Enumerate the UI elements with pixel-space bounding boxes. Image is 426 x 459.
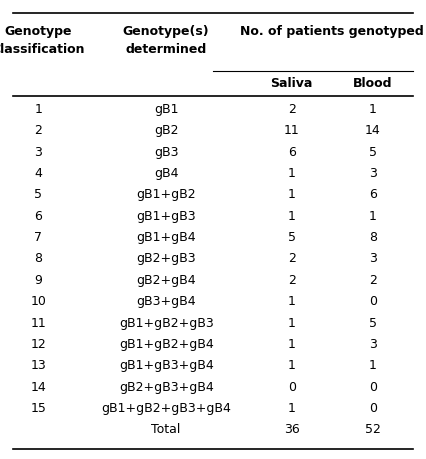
Text: 1: 1: [288, 402, 296, 415]
Text: 2: 2: [288, 252, 296, 265]
Text: determined: determined: [126, 43, 207, 56]
Text: gB2: gB2: [154, 124, 178, 137]
Text: 9: 9: [35, 274, 42, 287]
Text: 6: 6: [35, 210, 42, 223]
Text: 2: 2: [369, 274, 377, 287]
Text: gB2+gB4: gB2+gB4: [136, 274, 196, 287]
Text: gB1+gB2+gB3+gB4: gB1+gB2+gB3+gB4: [101, 402, 231, 415]
Text: 8: 8: [35, 252, 42, 265]
Text: gB4: gB4: [154, 167, 178, 180]
Text: 10: 10: [30, 295, 46, 308]
Text: 11: 11: [31, 317, 46, 330]
Text: 4: 4: [35, 167, 42, 180]
Text: 6: 6: [288, 146, 296, 159]
Text: gB1+gB3+gB4: gB1+gB3+gB4: [119, 359, 213, 372]
Text: gB1+gB2+gB4: gB1+gB2+gB4: [119, 338, 213, 351]
Text: Genotype: Genotype: [5, 25, 72, 38]
Text: gB2+gB3: gB2+gB3: [136, 252, 196, 265]
Text: gB1+gB3: gB1+gB3: [136, 210, 196, 223]
Text: Blood: Blood: [353, 78, 392, 90]
Text: 1: 1: [288, 359, 296, 372]
Text: 13: 13: [31, 359, 46, 372]
Text: 2: 2: [35, 124, 42, 137]
Text: 5: 5: [288, 231, 296, 244]
Text: 0: 0: [369, 402, 377, 415]
Text: 1: 1: [288, 188, 296, 202]
Text: gB1: gB1: [154, 103, 178, 116]
Text: gB1+gB2+gB3: gB1+gB2+gB3: [119, 317, 213, 330]
Text: gB3: gB3: [154, 146, 178, 159]
Text: 1: 1: [288, 317, 296, 330]
Text: 7: 7: [35, 231, 42, 244]
Text: 5: 5: [369, 317, 377, 330]
Text: 3: 3: [35, 146, 42, 159]
Text: 1: 1: [369, 359, 377, 372]
Text: 3: 3: [369, 338, 377, 351]
Text: 1: 1: [369, 103, 377, 116]
Text: 1: 1: [288, 167, 296, 180]
Text: gB1+gB2: gB1+gB2: [136, 188, 196, 202]
Text: Total: Total: [152, 424, 181, 437]
Text: 1: 1: [288, 295, 296, 308]
Text: 14: 14: [31, 381, 46, 394]
Text: 2: 2: [288, 274, 296, 287]
Text: 15: 15: [30, 402, 46, 415]
Text: No. of patients genotyped: No. of patients genotyped: [240, 25, 424, 38]
Text: 1: 1: [35, 103, 42, 116]
Text: 2: 2: [288, 103, 296, 116]
Text: 1: 1: [288, 338, 296, 351]
Text: 52: 52: [365, 424, 381, 437]
Text: 3: 3: [369, 167, 377, 180]
Text: 11: 11: [284, 124, 299, 137]
Text: Saliva: Saliva: [271, 78, 313, 90]
Text: 5: 5: [369, 146, 377, 159]
Text: gB2+gB3+gB4: gB2+gB3+gB4: [119, 381, 213, 394]
Text: 3: 3: [369, 252, 377, 265]
Text: 5: 5: [35, 188, 42, 202]
Text: 1: 1: [369, 210, 377, 223]
Text: gB1+gB4: gB1+gB4: [136, 231, 196, 244]
Text: 0: 0: [288, 381, 296, 394]
Text: 0: 0: [369, 295, 377, 308]
Text: 8: 8: [369, 231, 377, 244]
Text: 1: 1: [288, 210, 296, 223]
Text: 0: 0: [369, 381, 377, 394]
Text: 6: 6: [369, 188, 377, 202]
Text: 36: 36: [284, 424, 299, 437]
Text: 14: 14: [365, 124, 380, 137]
Text: Classification: Classification: [0, 43, 85, 56]
Text: 12: 12: [31, 338, 46, 351]
Text: Genotype(s): Genotype(s): [123, 25, 210, 38]
Text: gB3+gB4: gB3+gB4: [136, 295, 196, 308]
